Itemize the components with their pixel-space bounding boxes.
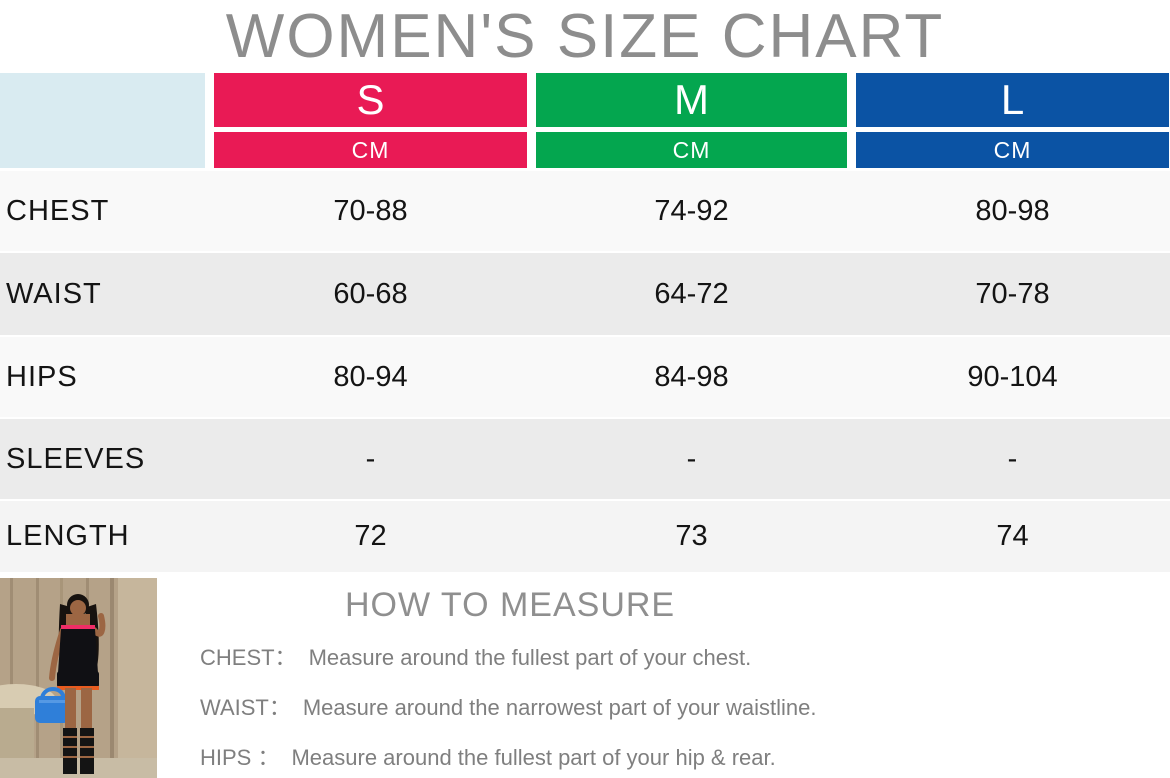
cell-value: 64-72	[654, 277, 729, 310]
measure-line-label: WAIST：	[200, 695, 291, 720]
measure-line-label: CHEST：	[200, 645, 297, 670]
table-row-sleeves: SLEEVES - - -	[0, 419, 1170, 499]
cell-value: 80-94	[333, 360, 408, 393]
cell-value: 70-78	[975, 277, 1050, 310]
row-label: SLEEVES	[6, 442, 146, 475]
column-header-m: M	[536, 73, 847, 127]
page-title-bar: WOMEN'S SIZE CHART	[0, 0, 1170, 73]
unit-cell-m: CM	[536, 132, 847, 168]
cell-value: 60-68	[333, 277, 408, 310]
cell-value: -	[1007, 442, 1018, 475]
row-label: WAIST	[6, 277, 102, 310]
row-label: HIPS	[6, 360, 78, 393]
cell-value: 80-98	[975, 194, 1050, 227]
size-table-body: CHEST 70-88 74-92 80-98 WAIST 60-68 64-7…	[0, 171, 1170, 574]
row-label: LENGTH	[6, 520, 130, 552]
measure-line-waist: WAIST： Measure around the narrowest part …	[200, 690, 816, 722]
cell-value: 73	[675, 520, 708, 552]
measure-line-label: HIPS ：	[200, 745, 280, 770]
page-title: WOMEN'S SIZE CHART	[225, 2, 945, 71]
cell-value: -	[686, 442, 697, 475]
unit-cell-s: CM	[214, 132, 527, 168]
column-header-l: L	[856, 73, 1169, 127]
table-row-waist: WAIST 60-68 64-72 70-78	[0, 253, 1170, 335]
cell-value: 74	[996, 520, 1029, 552]
cell-value: 72	[354, 520, 387, 552]
table-row-chest: CHEST 70-88 74-92 80-98	[0, 171, 1170, 251]
how-to-measure-title: HOW TO MEASURE	[345, 586, 676, 624]
row-label: CHEST	[6, 194, 110, 227]
measure-line-text: Measure around the fullest part of your …	[291, 745, 776, 770]
measure-line-chest: CHEST： Measure around the fullest part of…	[200, 640, 751, 672]
unit-cell-l: CM	[856, 132, 1169, 168]
model-photo	[0, 578, 157, 778]
measure-line-text: Measure around the narrowest part of you…	[302, 695, 817, 720]
measure-line-hips: HIPS ： Measure around the fullest part of…	[200, 740, 776, 772]
cell-value: -	[365, 442, 376, 475]
size-table-header: S M L CM CM CM	[0, 73, 1170, 168]
table-row-hips: HIPS 80-94 84-98 90-104	[0, 337, 1170, 417]
cell-value: 90-104	[967, 360, 1058, 393]
column-header-s: S	[214, 73, 527, 127]
table-row-length: LENGTH 72 73 74	[0, 501, 1170, 572]
how-to-measure-section: HOW TO MEASURE CHEST： Measure around the …	[0, 572, 1170, 778]
cell-value: 84-98	[654, 360, 729, 393]
cell-value: 74-92	[654, 194, 729, 227]
corner-cell	[0, 73, 205, 168]
measure-line-text: Measure around the fullest part of your …	[308, 645, 752, 670]
cell-value: 70-88	[333, 194, 408, 227]
